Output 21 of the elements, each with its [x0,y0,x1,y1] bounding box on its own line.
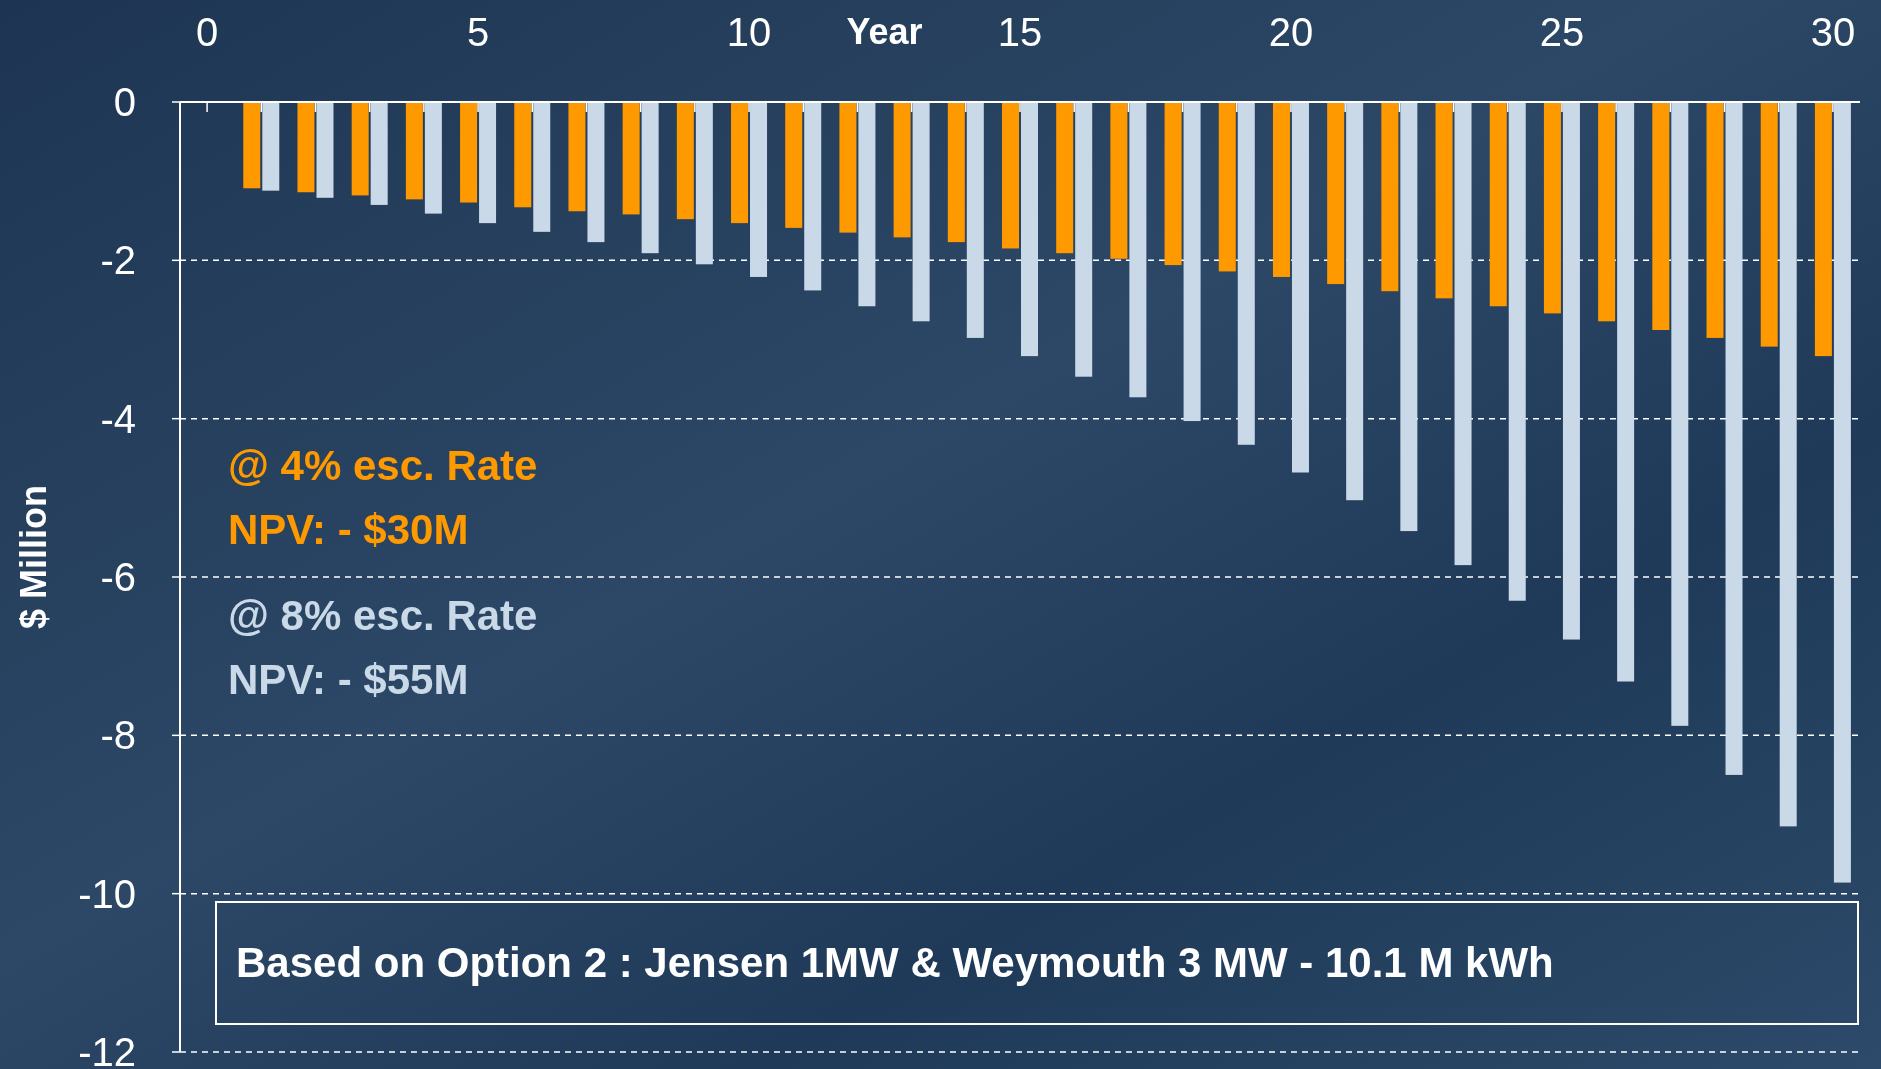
y-tick-label: -10 [78,871,136,916]
y-tick-label: -4 [100,396,136,441]
y-tick-label: -8 [100,713,136,758]
y-axis-title: $ Million [13,485,54,629]
x-tick-label: 25 [1539,10,1585,54]
x-tick-label: 0 [195,10,219,54]
x-tick-label: 20 [1268,10,1314,54]
x-tick-label: 30 [1810,10,1856,54]
y-tick-label: -12 [78,1030,136,1069]
x-tick-label: 15 [997,10,1043,54]
annotation: Based on Option 2 : Jensen 1MW & Weymouth 3 MW - 10.1 M kWh [236,939,1554,986]
x-axis-title: Year [846,11,923,52]
annotation: NPV: - $30M [228,506,469,553]
text: @ 8% esc. Rate [228,592,538,639]
y-tick-label: -2 [100,238,136,283]
y-tick-label: -6 [100,555,136,599]
x-tick-label: 10 [726,10,772,54]
y-tick-label: 0 [113,80,136,124]
text: @ 4% esc. Rate [228,442,538,489]
x-tick-label: 5 [466,10,490,54]
annotation: NPV: - $55M [228,656,469,703]
